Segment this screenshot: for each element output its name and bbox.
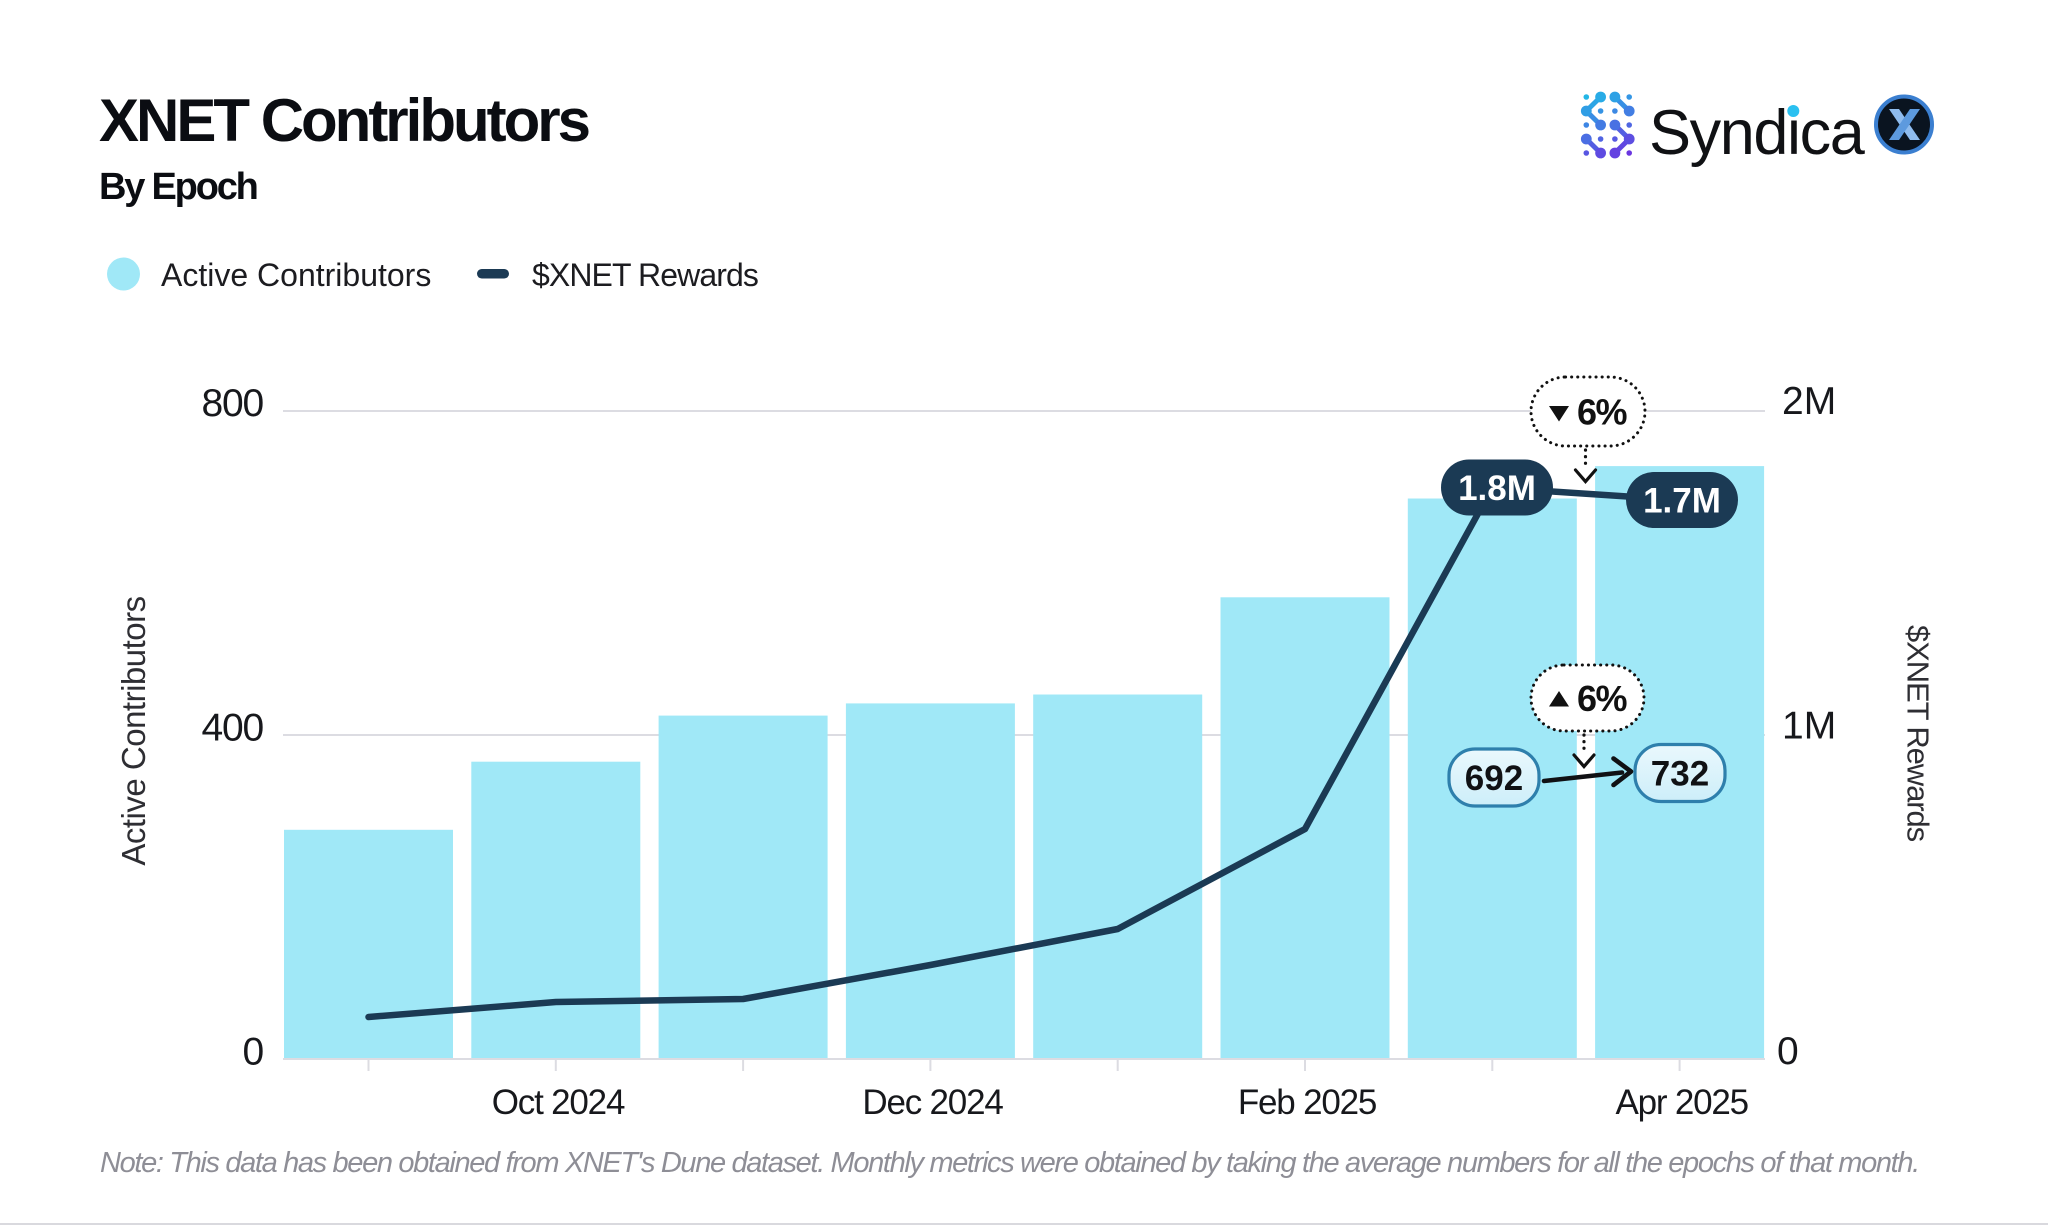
svg-text:6%: 6% xyxy=(1577,678,1628,719)
svg-text:Dec 2024: Dec 2024 xyxy=(862,1083,1003,1122)
svg-text:Feb 2025: Feb 2025 xyxy=(1238,1083,1376,1122)
svg-text:Apr 2025: Apr 2025 xyxy=(1615,1083,1747,1122)
svg-text:Note: This data has been obtai: Note: This data has been obtained from X… xyxy=(100,1147,1919,1179)
svg-text:0: 0 xyxy=(1777,1030,1799,1073)
svg-text:1M: 1M xyxy=(1782,705,1836,748)
svg-text:2M: 2M xyxy=(1782,380,1836,423)
svg-text:Active Contributors: Active Contributors xyxy=(115,596,152,865)
svg-text:Syndica: Syndica xyxy=(1649,98,1866,168)
svg-text:800: 800 xyxy=(202,382,264,425)
svg-text:732: 732 xyxy=(1651,755,1709,794)
svg-text:$XNET Rewards: $XNET Rewards xyxy=(532,257,758,293)
svg-text:$XNET Rewards: $XNET Rewards xyxy=(1901,625,1936,842)
svg-text:6%: 6% xyxy=(1577,392,1628,433)
svg-text:0: 0 xyxy=(243,1031,264,1074)
svg-text:By Epoch: By Epoch xyxy=(99,166,257,208)
svg-text:1.8M: 1.8M xyxy=(1458,469,1536,508)
svg-text:400: 400 xyxy=(202,707,264,750)
svg-text:692: 692 xyxy=(1465,759,1523,798)
svg-text:Oct 2024: Oct 2024 xyxy=(492,1083,625,1122)
svg-text:Active Contributors: Active Contributors xyxy=(161,257,431,293)
svg-text:1.7M: 1.7M xyxy=(1643,482,1721,521)
svg-text:XNET Contributors: XNET Contributors xyxy=(99,87,589,154)
